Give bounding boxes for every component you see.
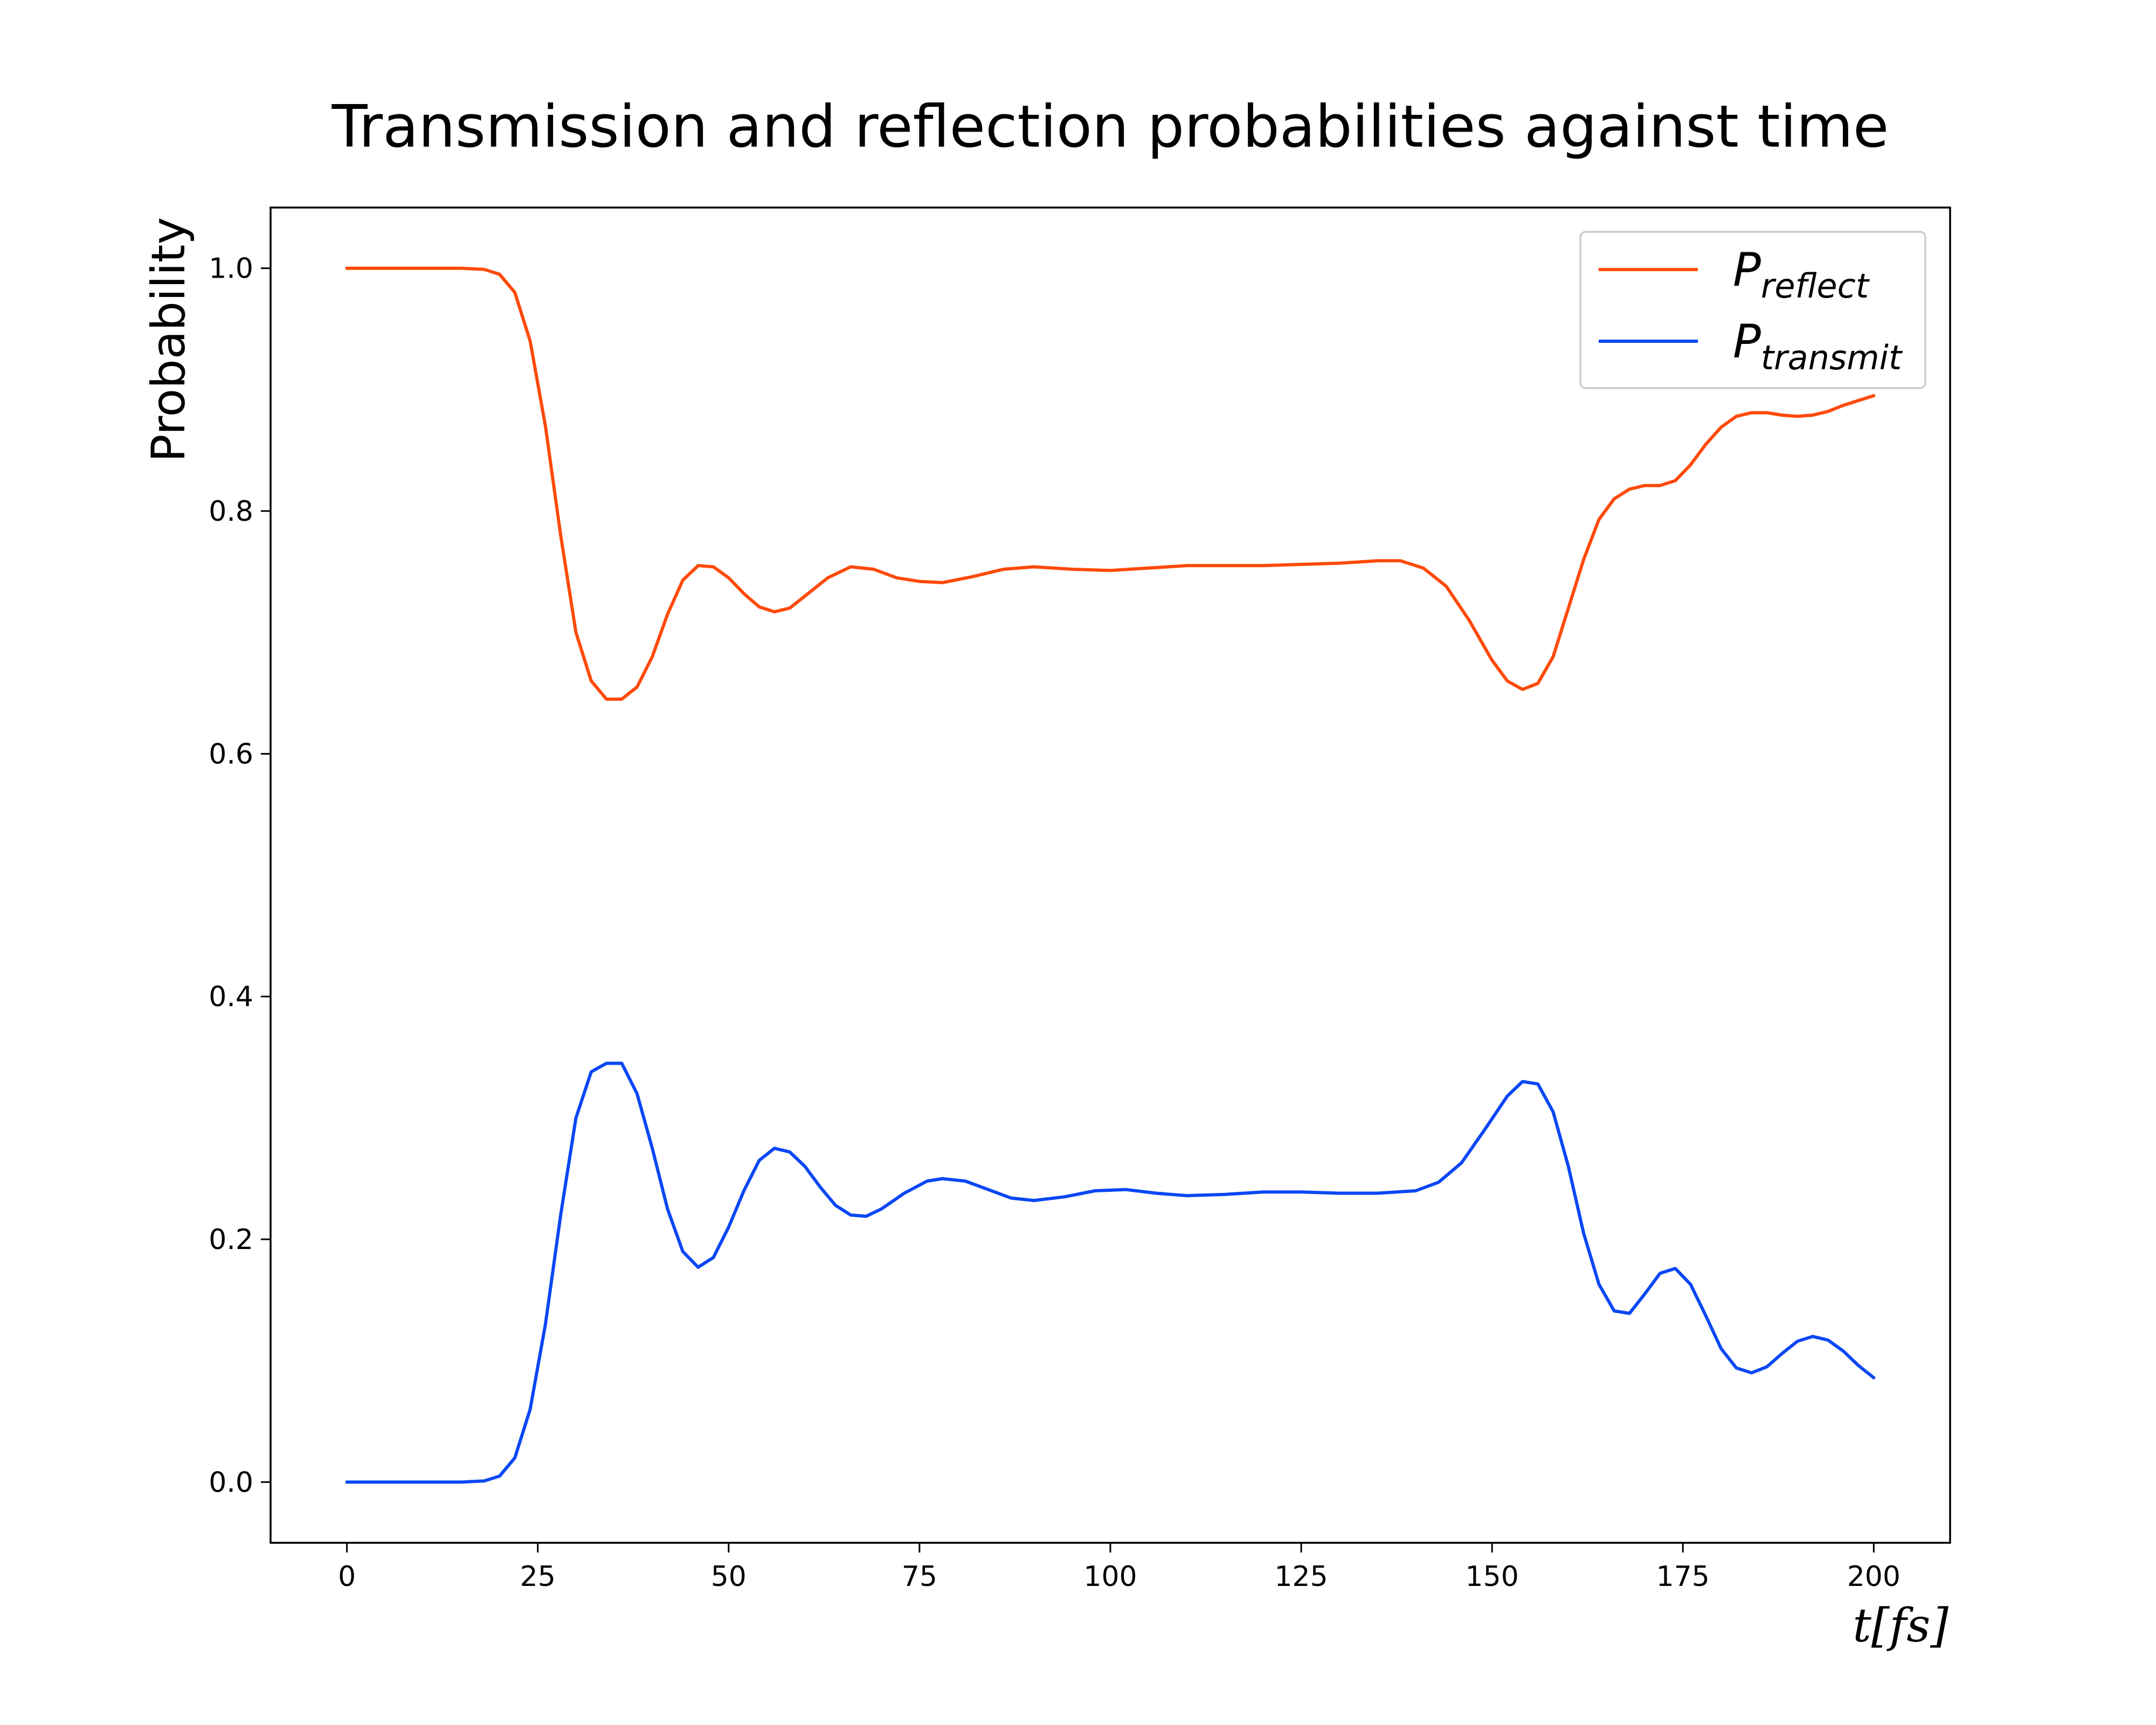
- y-tick-label: 0.2: [209, 1224, 253, 1256]
- legend-label-reflect: Preflect: [1733, 243, 1870, 306]
- x-tick-label: 0: [338, 1561, 356, 1593]
- y-tick-label: 0.6: [209, 738, 253, 770]
- x-tick-label: 25: [520, 1561, 556, 1593]
- x-tick-label: 75: [902, 1561, 937, 1593]
- y-tick-label: 0.4: [209, 981, 253, 1013]
- x-tick-label: 150: [1466, 1561, 1519, 1593]
- y-axis-label: Probability: [142, 217, 196, 463]
- x-tick-label: 100: [1083, 1561, 1137, 1593]
- plot-area: 0 25 50 75 100 125 150 175 200 0.0 0.2 0.4 0.6 0.8 1.0: [209, 206, 1951, 1593]
- x-axis-label: t[fs]: [1853, 1599, 1948, 1653]
- x-tick-label: 200: [1847, 1561, 1901, 1593]
- series-line-transmit: [345, 1061, 1876, 1484]
- y-tick-label: 0.8: [209, 495, 253, 528]
- x-tick-label: 50: [711, 1561, 747, 1593]
- y-tick-label: 1.0: [209, 253, 253, 285]
- legend-label-transmit: Ptransmit: [1733, 315, 1903, 377]
- legend: Preflect Ptransmit: [1579, 231, 1926, 389]
- x-tick-label: 175: [1656, 1561, 1710, 1593]
- y-tick-label: 0.0: [209, 1466, 253, 1499]
- chart-title: Transmission and reflection probabilitie…: [331, 93, 1889, 161]
- x-tick-label: 125: [1274, 1561, 1328, 1593]
- series-line-reflect: [345, 266, 1876, 701]
